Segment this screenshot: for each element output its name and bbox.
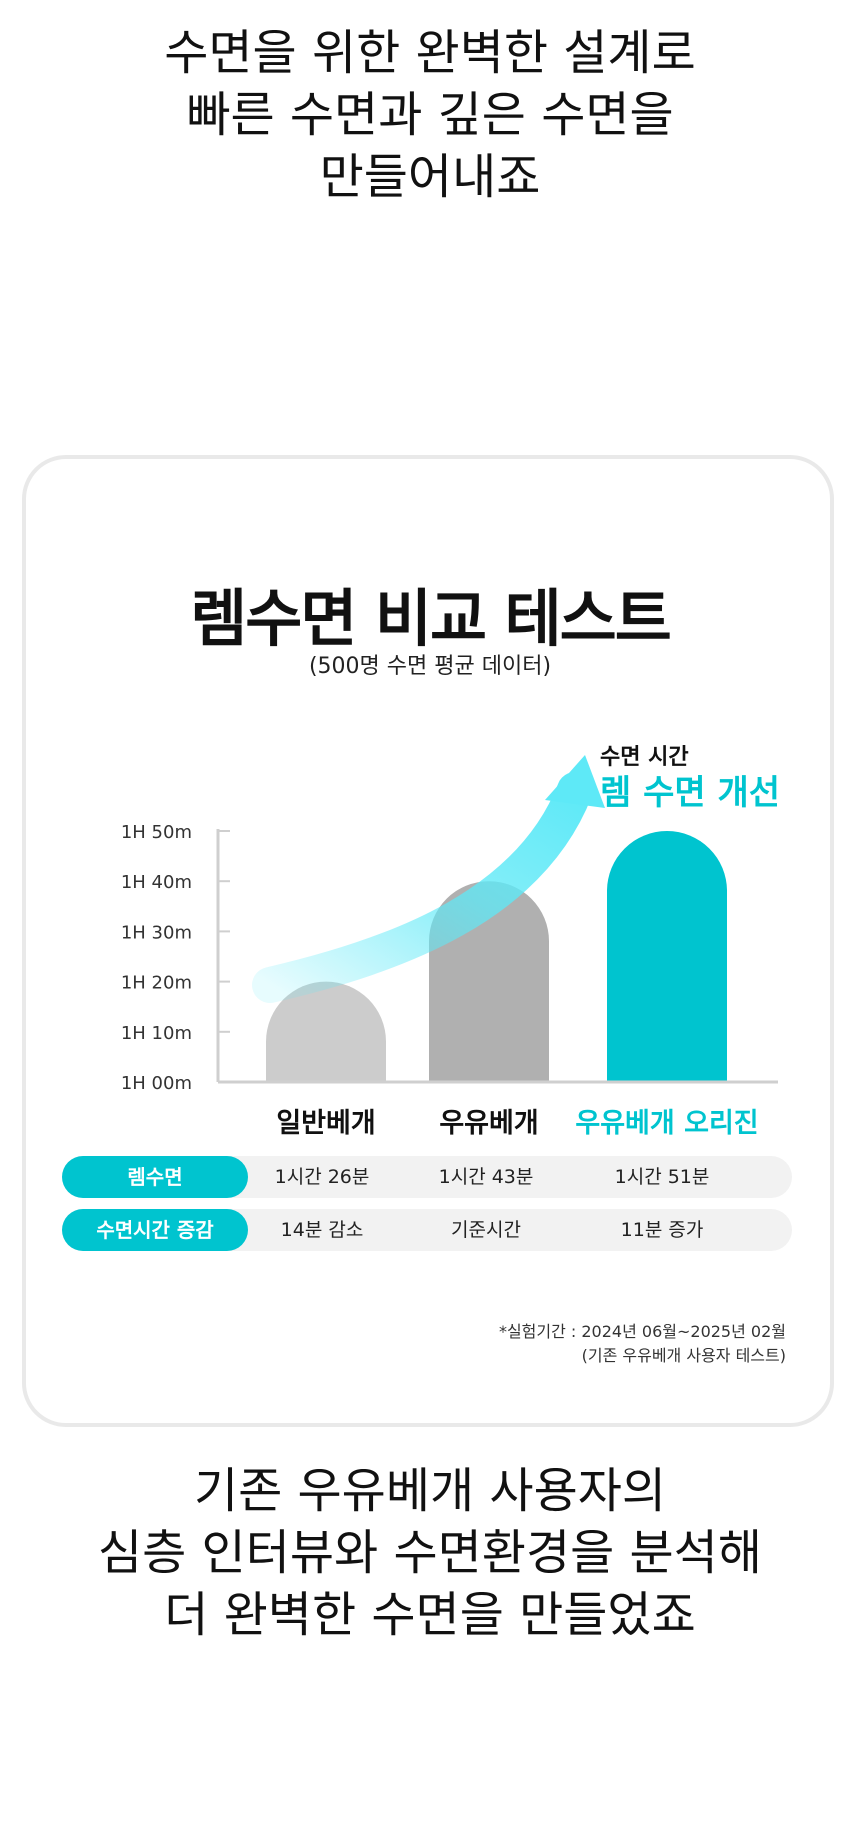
- top-headline-line-2: 빠른 수면과 깊은 수면을: [186, 87, 674, 143]
- top-headline: 수면을 위한 완벽한 설계로 빠른 수면과 깊은 수면을 만들어내죠: [0, 22, 860, 208]
- chart-title: 렘수면 비교 테스트: [190, 582, 672, 655]
- cell-milk-pillow-origin: 11분 증가: [620, 1219, 704, 1241]
- y-tick-label: 1H 10m: [121, 1023, 192, 1044]
- arrow-label-big: 렘 수면 개선: [600, 773, 780, 813]
- x-category-label: 우유베개 오리진: [575, 1108, 758, 1139]
- y-tick-label: 1H 40m: [121, 872, 192, 893]
- growth-arrow: [252, 772, 593, 1003]
- top-headline-line-1: 수면을 위한 완벽한 설계로: [164, 25, 696, 81]
- y-tick-label: 1H 00m: [121, 1073, 192, 1094]
- bar: [266, 981, 386, 1082]
- x-category-label: 일반베개: [276, 1108, 375, 1139]
- y-tick-label: 1H 30m: [121, 922, 192, 943]
- footnote-period: *실험기간 : 2024년 06월~2025년 02월: [498, 1322, 786, 1341]
- table-row-sleep-change: 수면시간 증감 14분 감소 기준시간 11분 증가: [62, 1209, 792, 1251]
- bottom-headline: 기존 우유베개 사용자의 심층 인터뷰와 수면환경을 분석해 더 완벽한 수면을…: [0, 1460, 860, 1646]
- footnote-subjects: (기존 우유베개 사용자 테스트): [581, 1346, 786, 1365]
- arrow-label-small: 수면 시간: [600, 745, 689, 770]
- top-headline-line-3: 만들어내죠: [319, 149, 541, 205]
- y-tick-label: 1H 20m: [121, 973, 192, 994]
- bar: [607, 831, 727, 1082]
- x-category-label: 우유베개: [439, 1108, 538, 1139]
- growth-arrowhead: [545, 755, 605, 808]
- row-label-sleep-change: 수면시간 증감: [62, 1209, 248, 1251]
- bottom-headline-line-3: 더 완벽한 수면을 만들었죠: [164, 1587, 696, 1643]
- row-label-rem-sleep: 렘수면: [62, 1156, 248, 1198]
- cell-milk-pillow: 1시간 43분: [438, 1166, 534, 1188]
- cell-milk-pillow: 기준시간: [451, 1219, 521, 1241]
- cell-milk-pillow-origin: 1시간 51분: [614, 1166, 710, 1188]
- cell-normal-pillow: 1시간 26분: [274, 1166, 370, 1188]
- table-row-rem-sleep: 렘수면 1시간 26분 1시간 43분 1시간 51분: [62, 1156, 792, 1198]
- bottom-headline-line-2: 심층 인터뷰와 수면환경을 분석해: [97, 1525, 762, 1581]
- bottom-headline-line-1: 기존 우유베개 사용자의: [193, 1463, 667, 1519]
- chart-subtitle: (500명 수면 평균 데이터): [308, 654, 552, 679]
- y-tick-label: 1H 50m: [121, 822, 192, 843]
- cell-normal-pillow: 14분 감소: [280, 1219, 364, 1241]
